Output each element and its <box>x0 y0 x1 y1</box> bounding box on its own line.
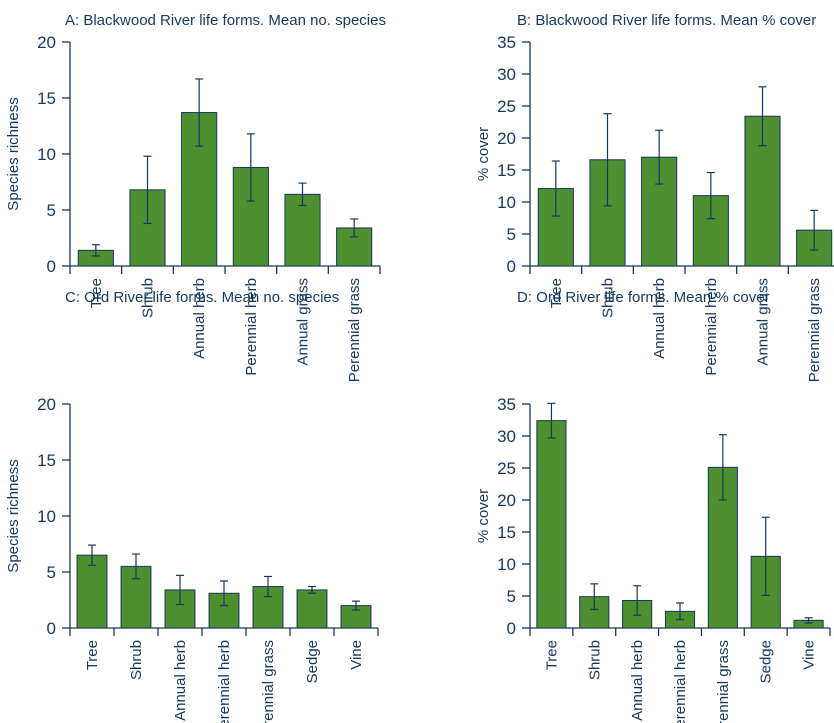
y-tick-label: 30 <box>497 65 516 84</box>
y-tick-label: 15 <box>37 89 56 108</box>
x-tick-label: Perennial herb <box>216 640 233 723</box>
y-tick-label: 10 <box>497 193 516 212</box>
bar <box>536 420 567 629</box>
y-tick-label: 5 <box>507 225 516 244</box>
x-tick-label: Vine <box>801 640 818 670</box>
x-tick-label: Shrub <box>586 640 603 680</box>
chart-title: C: Ord River life forms. Mean no. specie… <box>65 289 339 306</box>
x-tick-label: Vine <box>348 640 365 670</box>
y-tick-label: 5 <box>507 587 516 606</box>
x-tick-label: Shrub <box>600 278 617 318</box>
chart-title: D: Ord River life forms. Mean % cover <box>517 289 770 306</box>
x-tick-label: Sedge <box>304 640 321 683</box>
y-tick-label: 35 <box>497 33 516 52</box>
x-tick-label: Annual grass <box>295 278 312 366</box>
y-tick-label: 20 <box>497 129 516 148</box>
x-tick-label: Perennial herb <box>243 278 260 376</box>
x-tick-label: Perennial grass <box>260 640 277 723</box>
x-tick-label: Tree <box>88 278 105 308</box>
x-tick-label: Annual herb <box>629 640 646 721</box>
x-tick-label: Annual herb <box>191 278 208 359</box>
panel-d: D: Ord River life forms. Mean % cover % c… <box>475 289 831 723</box>
x-tick-label: Shrub <box>128 640 145 680</box>
y-tick-label: 20 <box>37 395 56 414</box>
y-tick-label: 5 <box>47 201 56 220</box>
y-tick-label: 10 <box>497 555 516 574</box>
chart-title: A: Blackwood River life forms. Mean no. … <box>65 12 386 29</box>
x-tick-label: Shrub <box>140 278 157 318</box>
x-tick-label: Perennial grass <box>715 640 732 723</box>
panel-c: C: Ord River life forms. Mean no. specie… <box>5 289 379 723</box>
y-axis-label: Species richness <box>5 97 22 210</box>
x-tick-label: Annual herb <box>172 640 189 721</box>
x-tick-label: Sedge <box>758 640 775 683</box>
y-tick-label: 10 <box>37 507 56 526</box>
x-tick-label: Tree <box>543 640 560 670</box>
x-tick-label: Tree <box>548 278 565 308</box>
y-tick-label: 15 <box>497 523 516 542</box>
bar <box>296 589 328 629</box>
y-axis-label: Species richness <box>5 459 22 572</box>
y-tick-label: 15 <box>37 451 56 470</box>
x-tick-label: Tree <box>84 640 101 670</box>
y-tick-label: 5 <box>47 563 56 582</box>
chart-title: B: Blackwood River life forms. Mean % co… <box>517 12 816 29</box>
bar <box>284 193 321 267</box>
y-tick-label: 0 <box>47 257 56 276</box>
y-tick-label: 25 <box>497 459 516 478</box>
y-tick-label: 0 <box>507 257 516 276</box>
y-tick-label: 20 <box>497 491 516 510</box>
y-tick-label: 0 <box>507 619 516 638</box>
y-tick-label: 10 <box>37 145 56 164</box>
bar <box>76 554 108 629</box>
x-tick-label: Perennial herb <box>672 640 689 723</box>
y-tick-label: 15 <box>497 161 516 180</box>
y-tick-label: 30 <box>497 427 516 446</box>
x-tick-label: Perennial herb <box>703 278 720 376</box>
panel-b: B: Blackwood River life forms. Mean % co… <box>475 12 834 382</box>
y-axis-label: % cover <box>475 127 492 181</box>
y-tick-label: 35 <box>497 395 516 414</box>
panel-a: A: Blackwood River life forms. Mean no. … <box>5 12 386 382</box>
y-tick-label: 0 <box>47 619 56 638</box>
x-tick-label: Annual herb <box>651 278 668 359</box>
bar <box>252 586 284 629</box>
y-tick-label: 20 <box>37 33 56 52</box>
x-tick-label: Annual grass <box>755 278 772 366</box>
y-axis-label: % cover <box>475 489 492 543</box>
x-tick-label: Perennial grass <box>346 278 363 382</box>
y-tick-label: 25 <box>497 97 516 116</box>
x-tick-label: Perennial grass <box>806 278 823 382</box>
bar <box>707 466 738 629</box>
